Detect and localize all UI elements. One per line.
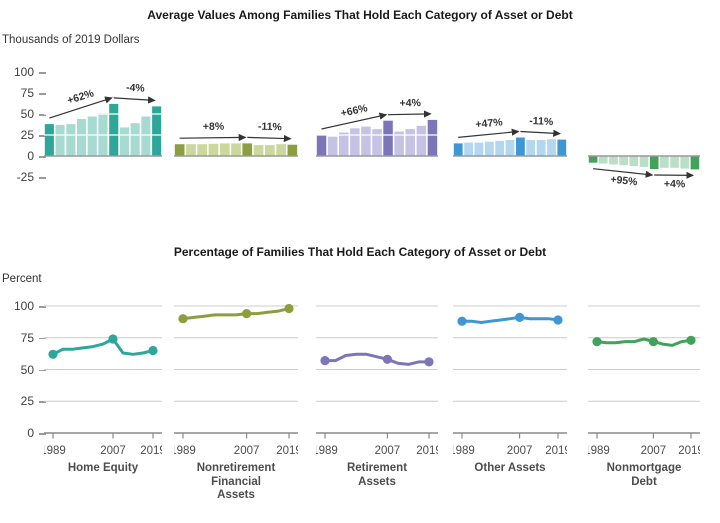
svg-text:2007: 2007 <box>507 445 533 457</box>
svg-text:2019: 2019 <box>276 445 298 457</box>
bar-chart-nonmortgage-debt: +95% +4% <box>588 60 700 200</box>
category-label-other-assets: Other Assets <box>474 462 546 474</box>
bottom-unit-label: Percent <box>2 273 42 285</box>
y-tick-mark <box>39 114 46 116</box>
y-tick-label: 100 <box>13 65 34 79</box>
svg-text:+66%: +66% <box>340 102 370 120</box>
y-tick-mark <box>39 135 46 137</box>
y-tick-label: 75 <box>20 86 34 100</box>
y-tick-mark <box>39 433 46 435</box>
bar-chart-retirement-assets: +66% +4% <box>316 60 438 200</box>
y-tick-label: 50 <box>20 107 34 121</box>
y-tick-label: 75 <box>20 330 34 345</box>
bottom-panel-title: Percentage of Families That Hold Each Ca… <box>173 245 547 259</box>
y-tick-mark <box>39 72 46 74</box>
y-tick-label: 50 <box>20 362 34 377</box>
top-unit-label: Thousands of 2019 Dollars <box>2 34 140 46</box>
category-label-nonretirement-financial-assets: Nonretirement Financial Assets <box>196 462 276 501</box>
category-label-retirement-assets: Retirement Assets <box>346 462 408 488</box>
svg-text:+47%: +47% <box>475 116 504 131</box>
y-tick-mark <box>39 177 46 179</box>
svg-text:+8%: +8% <box>203 121 225 133</box>
top-panel-title: Average Values Among Families That Hold … <box>147 8 573 22</box>
svg-text:2019: 2019 <box>545 445 567 457</box>
y-tick-mark <box>39 93 46 95</box>
svg-text:2007: 2007 <box>641 445 667 457</box>
svg-text:2007: 2007 <box>234 445 260 457</box>
y-tick-mark <box>39 401 46 403</box>
bar-chart-nonretirement-financial-assets: +8% -11% <box>174 60 298 200</box>
y-tick-mark <box>39 306 46 308</box>
category-label-nonmortgage-debt: Nonmortgage Debt <box>606 462 682 488</box>
y-tick-mark <box>39 337 46 340</box>
y-tick-label: 100 <box>13 299 34 313</box>
bar-chart-home-equity: +62% -4% <box>44 60 162 200</box>
y-tick-mark <box>39 369 46 371</box>
svg-text:2019: 2019 <box>140 445 162 457</box>
y-tick-label: -25 <box>16 170 34 184</box>
y-tick-label: 0 <box>27 149 34 163</box>
svg-text:-11%: -11% <box>529 115 554 128</box>
svg-text:2019: 2019 <box>416 445 438 457</box>
y-tick-mark <box>39 156 46 158</box>
svg-text:+4%: +4% <box>399 97 421 109</box>
svg-text:+95%: +95% <box>610 174 639 189</box>
bar-chart-other-assets: +47% -11% <box>453 60 567 200</box>
svg-text:+4%: +4% <box>664 178 686 190</box>
category-label-home-equity: Home Equity <box>67 462 139 474</box>
svg-text:-11%: -11% <box>258 121 283 134</box>
svg-text:2019: 2019 <box>678 445 700 457</box>
y-tick-label: 25 <box>20 128 34 142</box>
y-tick-label: 0 <box>27 426 34 440</box>
svg-text:2007: 2007 <box>375 445 401 457</box>
y-tick-label: 25 <box>20 394 34 409</box>
svg-text:2007: 2007 <box>100 445 126 457</box>
svg-text:-4%: -4% <box>126 82 146 95</box>
